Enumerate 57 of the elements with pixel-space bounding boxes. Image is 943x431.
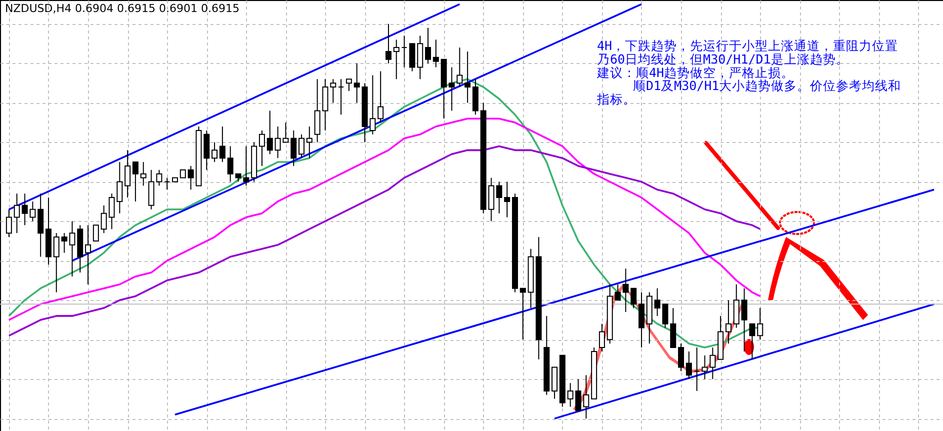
candlestick (132, 162, 138, 202)
candlestick (306, 126, 312, 159)
candlestick (504, 181, 510, 218)
candlestick (757, 308, 764, 340)
candlestick (14, 193, 20, 234)
candlestick (456, 47, 463, 88)
candlestick (92, 224, 99, 242)
candlestick (670, 308, 676, 348)
candlestick (38, 193, 44, 258)
candlestick (749, 323, 756, 360)
candlestick (432, 39, 439, 68)
candlestick (733, 284, 740, 328)
candlestick (464, 51, 471, 104)
candlestick (6, 208, 12, 238)
candlestick (290, 130, 297, 166)
candlestick (354, 62, 360, 104)
candlestick (598, 323, 605, 352)
candlestick (266, 110, 273, 155)
candlestick (385, 23, 392, 64)
annotation: 指标。 (596, 92, 636, 107)
candlestick (472, 78, 478, 116)
candlestick (140, 162, 146, 186)
candlestick (338, 78, 344, 116)
candlestick (425, 27, 432, 64)
candlestick (298, 134, 305, 159)
candlestick (741, 288, 748, 352)
candlestick (686, 350, 692, 380)
candlestick (227, 146, 234, 182)
candlestick (330, 78, 336, 104)
candlestick (219, 126, 226, 163)
candlestick (552, 366, 558, 400)
candlestick (678, 343, 684, 372)
candlestick (346, 78, 352, 92)
candlestick (393, 39, 400, 80)
candlestick (417, 35, 424, 80)
annotation: 顺D1及M30/H1大小趋势做多。价位参考均线和 (633, 78, 902, 94)
candlestick (204, 130, 210, 170)
candlestick (409, 43, 416, 72)
candlestick (378, 70, 384, 124)
candlestick (630, 288, 637, 309)
candlestick (401, 35, 408, 68)
annotation: 乃60日均线处，但M30/H1/D1是上涨趋势。 (597, 51, 849, 66)
candlestick (725, 300, 732, 344)
annotation: 4H，下跌趋势，先运行于小型上涨通道，重阻力位置 (597, 38, 898, 53)
chart-title: NZDUSD,H4 0.6904 0.6915 0.6901 0.6915 (5, 2, 240, 15)
candlestick (212, 142, 218, 163)
candlestick (85, 224, 92, 285)
candlestick (124, 150, 131, 198)
candlestick (520, 288, 526, 340)
candlestick (583, 374, 590, 420)
candlestick (116, 162, 123, 214)
candlestick (164, 177, 170, 190)
candlestick (638, 292, 644, 348)
candlestick (53, 232, 60, 293)
annotation: 建议：顺4H趋势做空，严格止损。 (596, 64, 794, 80)
candlestick (694, 347, 700, 392)
candlestick (258, 130, 265, 166)
